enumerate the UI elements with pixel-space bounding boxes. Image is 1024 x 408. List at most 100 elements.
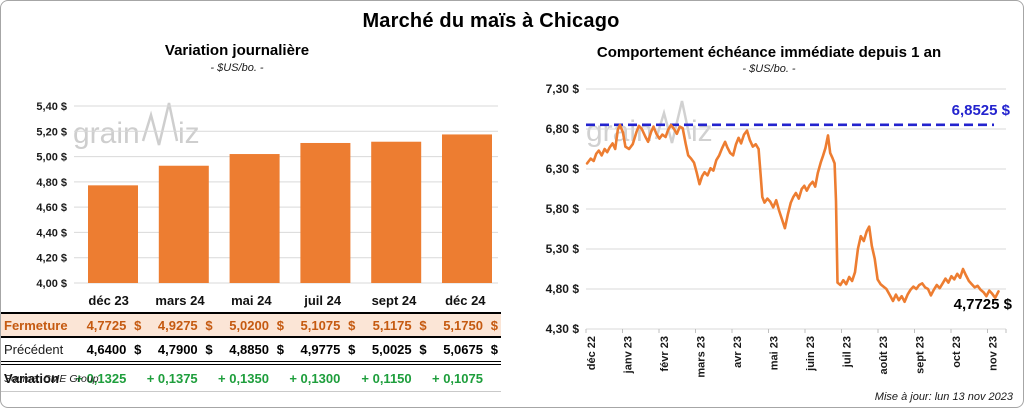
column-header: sept 24 — [371, 293, 417, 308]
x-tick-label: juin 23 — [805, 336, 817, 372]
cell-value: 5,1075 — [300, 317, 341, 333]
row-label: Fermeture — [4, 317, 68, 333]
column-header: déc 23 — [88, 293, 129, 308]
cell-value: + 0,1375 — [146, 370, 198, 386]
cell-value: 4,8850 — [229, 342, 269, 357]
cell-value: + 0,1300 — [289, 370, 341, 386]
x-tick-label: avr 23 — [732, 336, 744, 368]
update-note: Mise à jour: lun 13 nov 2023 — [874, 391, 1013, 403]
currency-symbol: $ — [205, 342, 213, 357]
table-cell: 5,0675 $ — [430, 342, 501, 357]
table-cell: + 0,1075 — [430, 371, 501, 386]
bar — [229, 154, 280, 283]
column-header: déc 24 — [445, 293, 486, 308]
table-cell: 4,8850 $ — [216, 342, 287, 357]
currency-symbol: $ — [276, 342, 284, 357]
cell-value: 5,0675 — [443, 342, 483, 357]
daily-variation-panel: Variation journalière - $US/bo. - grain … — [1, 1, 513, 407]
currency-symbol: $ — [490, 342, 498, 357]
x-tick-label: sept 23 — [915, 336, 927, 374]
table-cell: 5,1175 $ — [358, 318, 429, 333]
column-header: juil 24 — [304, 293, 342, 308]
x-tick-label: oct 23 — [951, 336, 963, 368]
max-price-label: 6,8525 $ — [951, 102, 1010, 119]
table-cell: 4,6400 $ — [73, 342, 144, 357]
bar-chart-title: Variation journalière — [164, 42, 310, 59]
currency-symbol: $ — [419, 342, 427, 357]
bar — [371, 141, 422, 283]
price-line — [585, 123, 1000, 304]
cell-value: + 0,1325 — [75, 370, 127, 386]
bar — [158, 165, 209, 283]
bar — [88, 185, 138, 283]
currency-symbol: $ — [205, 317, 213, 333]
cell-value: + 0,1150 — [361, 370, 412, 386]
x-tick-label: mai 23 — [769, 336, 781, 370]
cell-value: 4,6400 — [86, 342, 127, 357]
currency-symbol: $ — [276, 317, 284, 333]
table-header-row: déc 23 mars 24 mai 24 juil 24 sept 24 déc 24 — [1, 289, 501, 312]
x-tick-label: juil 23 — [842, 336, 854, 368]
page-title: Marché du maïs à Chicago — [362, 10, 620, 32]
line-chart-unit: - $US/bo. - — [742, 63, 796, 75]
y-tick-label: 4,40 $ — [36, 227, 67, 239]
x-tick-label: janv 23 — [623, 336, 635, 374]
futures-table: déc 23 mars 24 mai 24 juil 24 sept 24 déc 24 F… — [1, 289, 501, 392]
table-cell: 5,1750 $ — [430, 318, 501, 333]
cell-value: 5,0200 — [229, 317, 269, 333]
cell-value: 5,1750 — [443, 317, 483, 333]
bar — [442, 134, 492, 283]
y-tick-label: 4,60 $ — [36, 202, 67, 214]
y-tick-label: 4,30 $ — [546, 322, 580, 336]
y-tick-label: 5,00 $ — [36, 152, 67, 164]
bar-chart-unit: - $US/bo. - — [210, 62, 264, 74]
x-tick-label: août 23 — [878, 336, 890, 375]
cell-value: 4,9275 — [157, 317, 198, 333]
y-tick-label: 4,00 $ — [36, 278, 67, 290]
table-cell: 5,0200 $ — [216, 318, 287, 333]
cell-value: + 0,1350 — [218, 370, 269, 386]
y-tick-label: 6,30 $ — [546, 162, 580, 176]
y-tick-label: 5,20 $ — [36, 126, 67, 138]
table-cell: 4,7900 $ — [144, 342, 215, 357]
table-cell: + 0,1375 — [144, 371, 215, 386]
table-cell: 4,7725 $ — [73, 318, 144, 333]
cell-value: 4,7900 — [157, 342, 198, 357]
row-label: Variation — [4, 370, 59, 386]
x-tick-label: mars 23 — [696, 336, 708, 378]
currency-symbol: $ — [490, 317, 498, 333]
y-tick-label: 5,30 $ — [546, 242, 580, 256]
y-tick-label: 7,30 $ — [546, 82, 580, 96]
currency-symbol: $ — [134, 317, 142, 333]
line-chart-title: Comportement échéance immédiate depuis 1… — [596, 44, 942, 61]
cell-value: + 0,1075 — [432, 370, 483, 386]
y-tick-label: 4,80 $ — [36, 177, 67, 189]
bar-chart: 5,40 $ 5,20 $ 5,00 $ 4,80 $ 4,60 $ 4,40 $ 4,20… — [36, 101, 498, 290]
table-row-variation: Variation + 0,1325 + 0,1375 + 0,1350 + 0,130… — [1, 365, 501, 392]
table-cell: + 0,1350 — [216, 371, 287, 386]
table-cell: 4,9275 $ — [144, 318, 215, 333]
source-note: Source: CME Group — [4, 373, 99, 385]
cell-value: 5,0025 — [371, 342, 412, 357]
y-tick-label: 6,80 $ — [546, 122, 580, 136]
cell-value: 5,1175 — [372, 317, 412, 333]
table-cell: 5,0025 $ — [358, 342, 429, 357]
y-tick-label: 5,40 $ — [36, 101, 67, 113]
row-label: Précédent — [4, 342, 64, 357]
column-header: mai 24 — [231, 293, 272, 308]
y-tick-label: 5,80 $ — [546, 202, 580, 216]
table-cell: 5,1075 $ — [287, 318, 358, 333]
front-month-panel: Comportement échéance immédiate depuis 1… — [513, 1, 1023, 407]
cell-value: 4,7725 — [86, 317, 127, 333]
currency-symbol: $ — [348, 317, 356, 333]
column-header: mars 24 — [155, 293, 205, 308]
bar — [300, 142, 351, 283]
x-tick-label: févr 23 — [659, 336, 671, 371]
cell-value: 4,9775 — [300, 342, 341, 357]
last-price-label: 4,7725 $ — [953, 296, 1012, 313]
currency-symbol: $ — [348, 342, 356, 357]
table-cell: + 0,1325 — [73, 371, 144, 386]
x-tick-label: nov 23 — [988, 336, 1000, 371]
line-chart: 7,30 $ 6,80 $ 6,30 $ 5,80 $ 5,30 $ 4,80 $ 4,30… — [546, 82, 1007, 378]
